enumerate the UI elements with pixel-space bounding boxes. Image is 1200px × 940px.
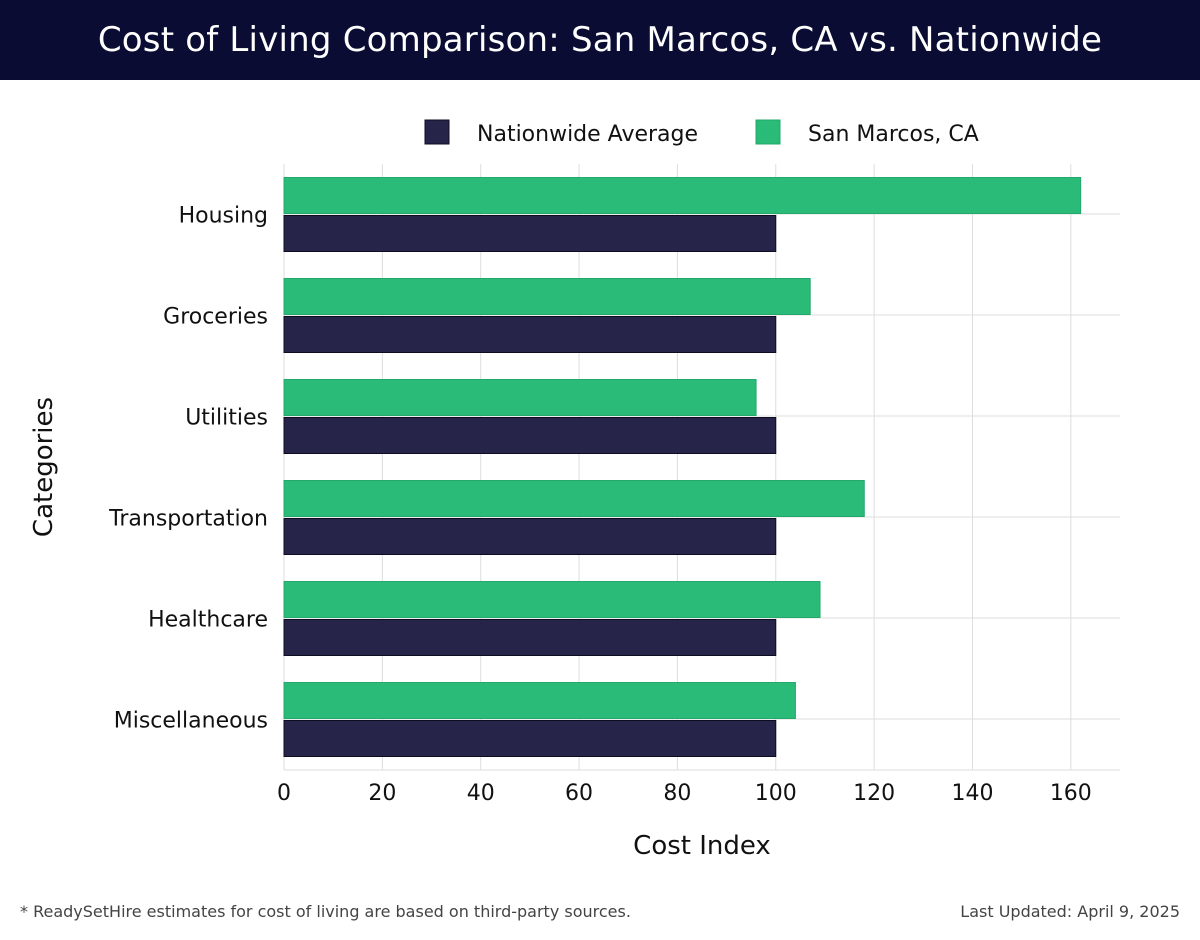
x-tick-label-140: 140 bbox=[951, 781, 993, 806]
bar-nationwide-miscellaneous bbox=[283, 720, 777, 757]
header-bar: Cost of Living Comparison: San Marcos, C… bbox=[0, 0, 1200, 80]
bar-chart: Housing Groceries Utilities Transportation H… bbox=[29, 119, 1120, 861]
bar-nationwide-groceries bbox=[283, 316, 777, 353]
x-tick-label-20: 20 bbox=[368, 781, 396, 806]
category-label-healthcare: Healthcare bbox=[148, 608, 268, 633]
y-axis-label: Categories bbox=[29, 397, 59, 537]
category-label-miscellaneous: Miscellaneous bbox=[114, 709, 268, 734]
x-axis-label: Cost Index bbox=[633, 831, 771, 861]
bar-sanmarcos-groceries bbox=[283, 278, 811, 315]
bar-sanmarcos-miscellaneous bbox=[283, 682, 796, 719]
bar-sanmarcos-housing bbox=[283, 177, 1082, 214]
footnote: * ReadySetHire estimates for cost of liv… bbox=[20, 902, 631, 921]
legend-swatch-1 bbox=[755, 119, 781, 145]
x-tick-label-80: 80 bbox=[663, 781, 691, 806]
bar-nationwide-housing bbox=[283, 215, 777, 252]
x-tick-label-40: 40 bbox=[467, 781, 495, 806]
legend-label-0: Nationwide Average bbox=[477, 122, 698, 147]
x-tick-label-60: 60 bbox=[565, 781, 593, 806]
category-label-housing: Housing bbox=[179, 204, 268, 229]
x-tick-label-0: 0 bbox=[277, 781, 291, 806]
category-label-transportation: Transportation bbox=[108, 507, 268, 532]
page-title: Cost of Living Comparison: San Marcos, C… bbox=[97, 20, 1103, 60]
bar-sanmarcos-healthcare bbox=[283, 581, 821, 618]
x-tick-label-120: 120 bbox=[853, 781, 895, 806]
chart-container: Housing Groceries Utilities Transportation H… bbox=[0, 80, 1200, 890]
bar-nationwide-transportation bbox=[283, 518, 777, 555]
legend-label-1: San Marcos, CA bbox=[808, 122, 979, 147]
bar-nationwide-healthcare bbox=[283, 619, 777, 656]
bar-sanmarcos-utilities bbox=[283, 379, 757, 416]
x-tick-label-160: 160 bbox=[1050, 781, 1092, 806]
bar-nationwide-utilities bbox=[283, 417, 777, 454]
last-updated: Last Updated: April 9, 2025 bbox=[960, 902, 1180, 921]
x-tick-label-100: 100 bbox=[755, 781, 797, 806]
category-label-utilities: Utilities bbox=[185, 406, 268, 431]
legend-swatch-0 bbox=[424, 119, 450, 145]
category-label-groceries: Groceries bbox=[163, 305, 268, 330]
bar-sanmarcos-transportation bbox=[283, 480, 865, 517]
